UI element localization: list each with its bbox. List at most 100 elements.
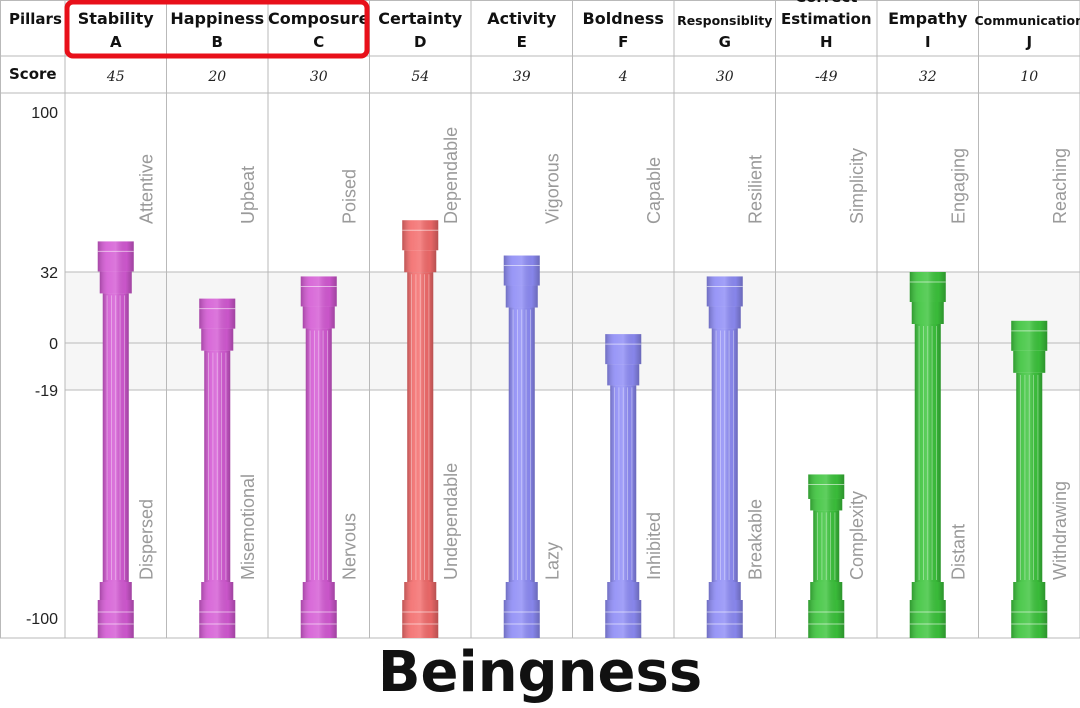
pillar-column-H — [808, 474, 844, 638]
pillar-letter: J — [1025, 33, 1032, 51]
pillar-base-shade — [808, 600, 844, 638]
trait-bottom-label: Distant — [949, 524, 969, 580]
pillar-letter: G — [719, 33, 731, 51]
pillar-name: Responsiblity — [677, 13, 772, 28]
pillar-name: Activity — [487, 9, 557, 28]
trait-top-label: Upbeat — [238, 166, 258, 224]
score-value: 30 — [310, 69, 328, 85]
pillar-capital-shade — [402, 220, 438, 250]
pillar-neck-shade — [404, 250, 436, 272]
pillar-base-shade — [199, 600, 235, 638]
pillar-letter: B — [212, 33, 223, 51]
y-tick-label: 100 — [31, 105, 58, 122]
trait-top-label: Poised — [340, 169, 360, 224]
pillar-collar-shade — [1013, 582, 1045, 600]
score-value: 20 — [207, 69, 226, 85]
pillar-capital-shade — [910, 272, 946, 302]
trait-top-label: Vigorous — [543, 153, 563, 224]
pillar-capital-shade — [808, 474, 844, 499]
pillar-headers: StabilityAHappinessBComposureCCertaintyD… — [78, 0, 1080, 51]
trait-bottom-label: Dispersed — [137, 499, 157, 580]
pillar-neck-shade — [709, 306, 741, 328]
pillar-collar-shade — [607, 582, 639, 600]
pillar-capital-shade — [98, 241, 134, 271]
pillar-base-shade — [707, 600, 743, 638]
pillar-base-shade — [1011, 600, 1047, 638]
pillar-neck-shade — [201, 329, 233, 351]
trait-bottom-label: Inhibited — [644, 512, 664, 580]
trait-bottom-label: Undependable — [441, 463, 461, 580]
pillar-letter: E — [517, 33, 527, 51]
pillar-base-shade — [98, 600, 134, 638]
pillar-collar-shade — [810, 582, 842, 600]
pillar-column-C — [301, 276, 337, 638]
pillar-neck-shade — [506, 286, 538, 308]
beingness-chart: Pillars Score Attentive Dispersed Upbeat Mi… — [0, 0, 1080, 640]
score-value: 30 — [716, 69, 734, 85]
trait-top-label: Engaging — [949, 148, 969, 224]
trait-top-label: Resilient — [746, 155, 766, 224]
pillar-letter: C — [313, 33, 324, 51]
score-value: 32 — [919, 69, 937, 85]
pillar-base-shade — [605, 600, 641, 638]
pillar-neck-shade — [912, 302, 944, 324]
pillar-capital-shade — [1011, 321, 1047, 351]
pillar-capital-shade — [199, 299, 235, 329]
pillar-name: Composure — [268, 9, 370, 28]
trait-top-label: Capable — [644, 157, 664, 224]
pillar-column-E — [504, 256, 540, 638]
pillar-letter: D — [414, 33, 426, 51]
pillar-collar-shade — [201, 582, 233, 600]
pillar-collar-shade — [404, 582, 436, 600]
score-value: 10 — [1020, 69, 1038, 85]
pillar-capital-shade — [504, 256, 540, 286]
pillar-collar-shade — [100, 582, 132, 600]
trait-top-label: Attentive — [137, 154, 157, 224]
pillar-neck-shade — [1013, 351, 1045, 373]
pillar-base-shade — [402, 600, 438, 638]
pillar-column-F — [605, 334, 641, 638]
trait-bottom-label: Nervous — [340, 513, 360, 580]
trait-bottom-label: Misemotional — [238, 474, 258, 580]
pillar-capital-shade — [707, 276, 743, 306]
pillar-name: Stability — [78, 9, 155, 28]
pillar-name: Estimation — [781, 10, 872, 28]
pillar-neck-shade — [100, 271, 132, 293]
pillar-neck-shade — [303, 306, 335, 328]
y-tick-label: 0 — [49, 336, 58, 353]
pillar-letter: F — [618, 33, 628, 51]
pillar-collar-shade — [709, 582, 741, 600]
pillars-row-label: Pillars — [9, 10, 62, 28]
y-axis-ticks: 100 32 0 -19 -100 — [26, 105, 58, 628]
trait-bottom-label: Lazy — [543, 542, 563, 580]
y-tick-label: -19 — [35, 383, 58, 400]
trait-top-label: Simplicity — [847, 148, 867, 224]
y-tick-label: -100 — [26, 611, 58, 628]
pillar-base-shade — [910, 600, 946, 638]
pillar-column-G — [707, 276, 743, 638]
pillar-column-B — [199, 299, 235, 638]
pillar-name: Certainty — [378, 9, 462, 28]
pillar-neck-shade — [810, 499, 842, 510]
pillar-letter: A — [110, 33, 122, 51]
pillar-column-J — [1011, 321, 1047, 638]
score-value: -49 — [815, 69, 838, 85]
pillar-neck-shade — [607, 364, 639, 385]
pillar-capital-shade — [301, 276, 337, 306]
pillar-collar-shade — [303, 582, 335, 600]
pillar-column-A — [98, 241, 134, 638]
y-tick-label: 32 — [40, 265, 58, 282]
score-value: 39 — [513, 69, 531, 85]
trait-bottom-label: Breakable — [746, 499, 766, 580]
pillar-column-I — [910, 272, 946, 638]
pillar-column-D — [402, 220, 438, 638]
pillar-letter: H — [820, 33, 833, 51]
trait-bottom-label: Withdrawing — [1050, 481, 1070, 580]
trait-top-label: Reaching — [1050, 148, 1070, 224]
pillar-capital-shade — [605, 334, 641, 364]
pillar-name: Empathy — [888, 9, 968, 28]
score-row-label: Score — [9, 65, 57, 83]
score-value: 45 — [106, 69, 125, 85]
trait-top-label: Dependable — [441, 127, 461, 224]
chart-title: Beingness — [0, 638, 1080, 708]
